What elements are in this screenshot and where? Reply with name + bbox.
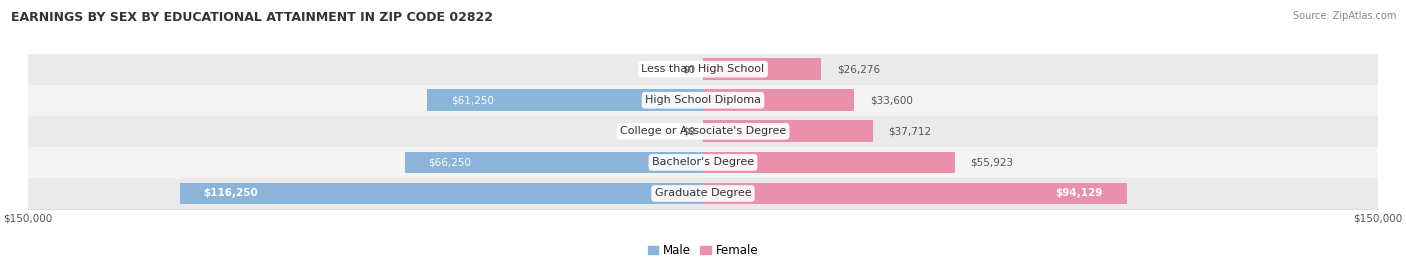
Text: EARNINGS BY SEX BY EDUCATIONAL ATTAINMENT IN ZIP CODE 02822: EARNINGS BY SEX BY EDUCATIONAL ATTAINMEN… bbox=[11, 11, 494, 24]
Text: $66,250: $66,250 bbox=[429, 157, 471, 168]
Text: Less than High School: Less than High School bbox=[641, 64, 765, 74]
Text: $33,600: $33,600 bbox=[870, 95, 912, 105]
Text: $116,250: $116,250 bbox=[204, 188, 259, 199]
Text: College or Associate's Degree: College or Associate's Degree bbox=[620, 126, 786, 136]
Bar bbox=[28, 178, 1378, 209]
Text: $94,129: $94,129 bbox=[1056, 188, 1102, 199]
Bar bbox=[405, 151, 703, 173]
Text: Source: ZipAtlas.com: Source: ZipAtlas.com bbox=[1292, 11, 1396, 21]
Bar bbox=[28, 85, 1378, 116]
Bar bbox=[28, 54, 1378, 85]
Text: $26,276: $26,276 bbox=[837, 64, 880, 74]
Bar bbox=[427, 89, 703, 111]
Text: $61,250: $61,250 bbox=[451, 95, 494, 105]
Bar bbox=[180, 183, 703, 204]
Text: High School Diploma: High School Diploma bbox=[645, 95, 761, 105]
Bar bbox=[703, 89, 855, 111]
Bar bbox=[28, 116, 1378, 147]
Text: $55,923: $55,923 bbox=[970, 157, 1014, 168]
Bar bbox=[703, 183, 1126, 204]
Bar bbox=[703, 151, 955, 173]
Bar bbox=[703, 120, 873, 142]
Text: $0: $0 bbox=[682, 126, 695, 136]
Bar bbox=[28, 147, 1378, 178]
Text: $0: $0 bbox=[682, 64, 695, 74]
Bar bbox=[703, 58, 821, 80]
Legend: Male, Female: Male, Female bbox=[643, 240, 763, 262]
Text: $37,712: $37,712 bbox=[889, 126, 932, 136]
Text: Bachelor's Degree: Bachelor's Degree bbox=[652, 157, 754, 168]
Text: Graduate Degree: Graduate Degree bbox=[655, 188, 751, 199]
